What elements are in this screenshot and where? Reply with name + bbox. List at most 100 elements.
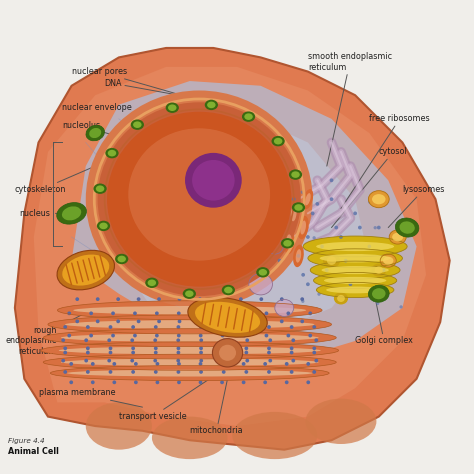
Ellipse shape [321,266,389,274]
Ellipse shape [368,191,389,208]
Ellipse shape [392,233,403,241]
Ellipse shape [205,100,218,110]
Ellipse shape [353,211,357,215]
Text: cytosol: cytosol [331,147,408,228]
Text: lysosomes: lysosomes [388,185,445,228]
Ellipse shape [134,381,138,384]
Ellipse shape [153,338,157,342]
Ellipse shape [61,334,319,342]
Ellipse shape [222,359,226,363]
Ellipse shape [93,183,107,194]
Text: nucleus: nucleus [19,209,50,218]
Ellipse shape [306,381,310,384]
Ellipse shape [91,381,95,384]
Ellipse shape [254,226,258,229]
Ellipse shape [131,346,135,350]
Ellipse shape [48,315,331,334]
Ellipse shape [267,370,271,374]
Ellipse shape [286,334,290,337]
Ellipse shape [280,319,283,323]
Ellipse shape [188,298,267,337]
Ellipse shape [309,334,312,337]
Ellipse shape [291,205,297,221]
Ellipse shape [249,273,273,295]
Ellipse shape [306,235,310,239]
Ellipse shape [268,235,272,239]
Ellipse shape [97,221,110,231]
Ellipse shape [199,311,202,315]
Ellipse shape [73,306,306,315]
Ellipse shape [84,359,88,363]
Ellipse shape [314,338,318,342]
Text: Golgi complex: Golgi complex [355,270,413,346]
Ellipse shape [99,223,108,229]
Ellipse shape [145,278,158,288]
Ellipse shape [112,362,116,366]
Text: nucleolus: nucleolus [62,121,190,156]
Ellipse shape [64,346,67,350]
Ellipse shape [133,334,137,337]
Ellipse shape [306,362,310,366]
Ellipse shape [372,194,385,204]
Ellipse shape [86,125,104,141]
Ellipse shape [155,311,159,315]
Ellipse shape [268,338,272,342]
Ellipse shape [134,362,138,366]
Ellipse shape [199,325,203,329]
Ellipse shape [311,211,315,215]
Ellipse shape [98,102,301,296]
Ellipse shape [272,191,275,194]
Ellipse shape [239,319,243,323]
Ellipse shape [263,362,267,366]
Ellipse shape [178,297,182,301]
Ellipse shape [221,311,225,315]
Ellipse shape [128,128,270,261]
Ellipse shape [89,128,101,138]
Ellipse shape [288,200,300,227]
Ellipse shape [242,381,246,384]
Ellipse shape [67,311,71,315]
Ellipse shape [324,277,386,284]
Ellipse shape [116,319,120,323]
Ellipse shape [219,345,236,361]
Ellipse shape [292,338,295,342]
Ellipse shape [69,362,73,366]
Ellipse shape [109,346,112,350]
Ellipse shape [320,245,324,248]
Ellipse shape [267,325,271,329]
Ellipse shape [62,206,81,220]
Ellipse shape [266,239,283,254]
Ellipse shape [41,342,338,359]
Ellipse shape [86,346,90,350]
Ellipse shape [329,197,333,201]
Ellipse shape [301,300,304,303]
Ellipse shape [57,301,322,319]
Ellipse shape [185,153,242,208]
Ellipse shape [198,319,202,323]
Ellipse shape [344,259,347,263]
Text: DNA: DNA [105,79,218,102]
Ellipse shape [178,319,182,323]
Ellipse shape [199,362,202,366]
Ellipse shape [285,381,289,384]
Ellipse shape [302,189,313,210]
Ellipse shape [219,297,222,301]
Ellipse shape [327,256,336,265]
Ellipse shape [282,191,287,207]
Ellipse shape [176,370,180,374]
Ellipse shape [86,351,90,355]
Ellipse shape [244,113,253,120]
Ellipse shape [301,220,306,235]
Ellipse shape [391,250,394,254]
Ellipse shape [130,338,134,342]
Ellipse shape [339,235,343,239]
Ellipse shape [118,255,126,262]
Ellipse shape [64,351,67,355]
Ellipse shape [374,266,383,274]
Ellipse shape [75,319,79,323]
Ellipse shape [177,334,181,337]
Ellipse shape [285,362,289,366]
Ellipse shape [290,370,293,374]
Text: Animal Cell: Animal Cell [8,447,59,456]
Ellipse shape [67,334,71,337]
